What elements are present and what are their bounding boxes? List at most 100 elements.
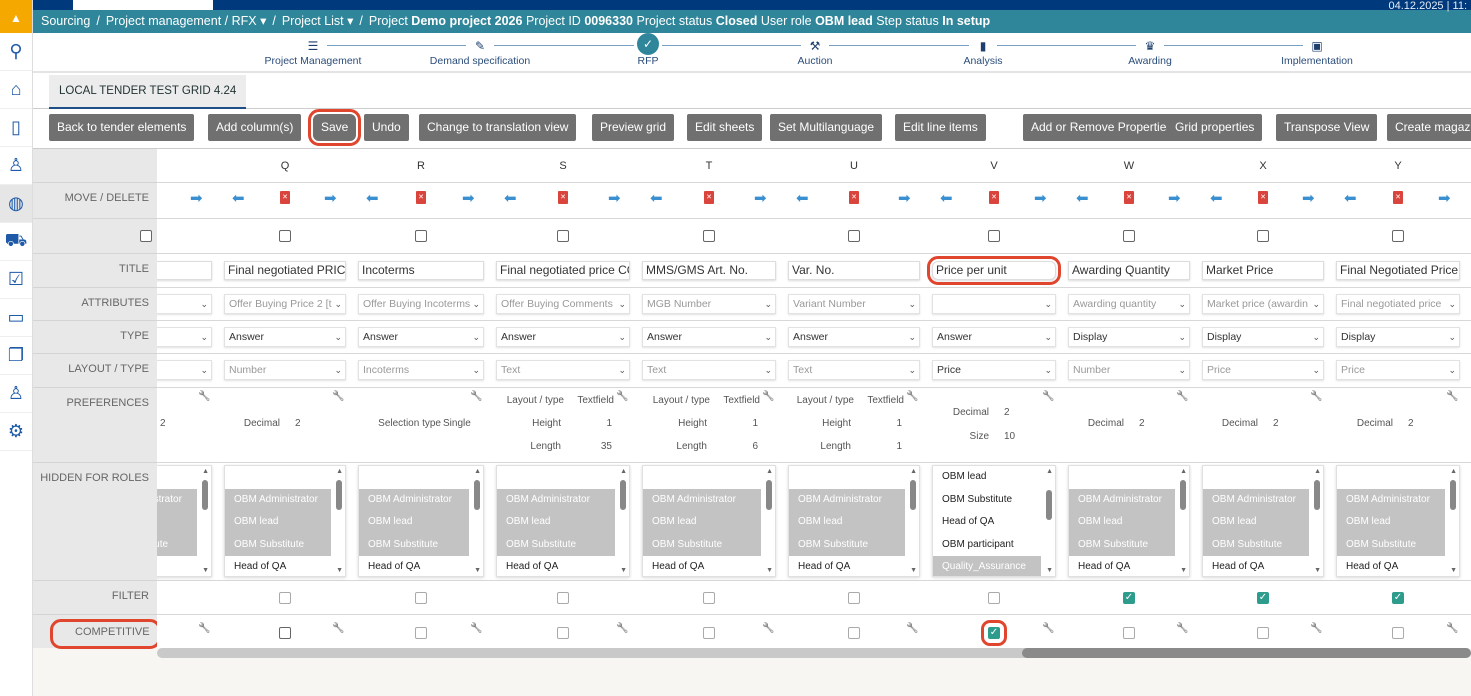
column-title-input[interactable]: Var. No. [788,261,920,280]
breadcrumb-item[interactable]: Project management / RFX [105,14,257,28]
move-right-icon[interactable]: ➡ [608,190,621,207]
role-option[interactable]: Head of QA [1212,561,1265,572]
filter-checkbox[interactable]: ✓ [1123,592,1135,604]
filter-checkbox[interactable]: ✓ [1392,592,1404,604]
scroll-down-icon[interactable]: ▼ [1450,567,1457,574]
listbox-scroll-thumb[interactable] [620,480,626,510]
listbox-scrollbar[interactable]: ▲ ▼ [333,466,345,576]
competitive-settings-wrench-icon[interactable]: 🔧 [332,623,345,634]
role-option[interactable]: OBM lead [643,511,761,534]
competitive-settings-wrench-icon[interactable]: 🔧 [1310,623,1323,634]
role-option[interactable]: OBM Administrator [497,488,615,511]
move-left-icon[interactable]: ⬅ [650,190,663,207]
delete-column-icon[interactable]: ✕ [1258,191,1268,204]
column-select-checkbox[interactable] [1123,230,1135,242]
scroll-up-icon[interactable]: ▲ [474,468,481,475]
scroll-up-icon[interactable]: ▲ [1314,468,1321,475]
wrench-icon[interactable]: 🔧 [332,391,345,402]
collapse-up-icon[interactable]: ▲ [0,0,32,33]
role-option[interactable]: OBM Administrator [157,488,197,511]
wrench-icon[interactable]: 🔧 [762,391,775,402]
listbox-scroll-thumb[interactable] [1046,490,1052,520]
set-multilanguage-button[interactable]: Set Multilanguage [770,114,883,141]
layout-type-select[interactable]: Number ⌄ [1068,360,1190,380]
listbox-scrollbar[interactable]: ▲ ▼ [1043,466,1055,576]
scroll-down-icon[interactable]: ▼ [1314,567,1321,574]
scrollbar-thumb[interactable] [1022,648,1471,658]
edit-sheets-button[interactable]: Edit sheets [687,114,763,141]
save-button[interactable]: Save [307,109,362,146]
filter-checkbox[interactable] [279,592,291,604]
type-select[interactable]: Answer ⌄ [224,327,346,347]
filter-checkbox[interactable]: ✓ [1257,592,1269,604]
add-or-remove-properties-button[interactable]: Add or Remove Properties [1023,114,1181,141]
role-option[interactable]: Head of QA [1346,561,1399,572]
attribute-select[interactable]: Offer Buying Comments ⌄ [496,294,630,314]
move-left-icon[interactable]: ⬅ [504,190,517,207]
role-option[interactable]: OBM lead [157,511,197,534]
wrench-icon[interactable]: 🔧 [616,391,629,402]
scroll-down-icon[interactable]: ▼ [202,567,209,574]
column-select-checkbox[interactable] [848,230,860,242]
type-select[interactable]: Answer ⌄ [788,327,920,347]
column-title-input[interactable]: Final negotiated price COMMENTS [496,261,630,280]
horizontal-scrollbar[interactable] [157,648,1471,658]
role-option[interactable] [1203,466,1309,489]
scroll-up-icon[interactable]: ▲ [336,468,343,475]
role-option[interactable]: OBM Substitute [497,533,615,556]
attribute-select[interactable]: Offer Buying Incoterms ⌄ [358,294,484,314]
column-select-checkbox[interactable] [279,230,291,242]
layout-type-select[interactable]: Text ⌄ [788,360,920,380]
filter-checkbox[interactable] [415,592,427,604]
role-option[interactable]: OBM lead [1069,511,1175,534]
scroll-up-icon[interactable]: ▲ [1180,468,1187,475]
listbox-scroll-thumb[interactable] [766,480,772,510]
role-option[interactable]: OBM Administrator [359,488,469,511]
column-select-checkbox[interactable] [703,230,715,242]
change-to-translation-view-button[interactable]: Change to translation view [419,114,577,141]
attribute-select[interactable]: Market price (awardin ⌄ [1202,294,1324,314]
role-option[interactable]: OBM Administrator [1203,488,1309,511]
role-option[interactable]: Head of QA [506,561,559,572]
attribute-select[interactable]: Awarding quantity ⌄ [1068,294,1190,314]
competitive-settings-wrench-icon[interactable]: 🔧 [1446,623,1459,634]
listbox-scrollbar[interactable]: ▲ ▼ [471,466,483,576]
role-option[interactable]: OBM Substitute [643,533,761,556]
move-right-icon[interactable]: ➡ [1438,190,1451,207]
listbox-scroll-thumb[interactable] [336,480,342,510]
layout-type-select[interactable]: Price ⌄ [1336,360,1460,380]
scroll-down-icon[interactable]: ▼ [910,567,917,574]
wrench-icon[interactable]: 🔧 [470,391,483,402]
role-option[interactable] [1337,466,1445,489]
listbox-scrollbar[interactable]: ▲ ▼ [1311,466,1323,576]
sidebar-home[interactable]: ⌂ [0,71,32,109]
wrench-icon[interactable]: 🔧 [1042,391,1055,402]
step-rfp[interactable]: ✓ RFP [568,33,728,67]
edit-line-items-button[interactable]: Edit line items [895,114,986,141]
role-option[interactable]: OBM lead [359,511,469,534]
hidden-roles-listbox[interactable]: OBM lead OBM Substitute Head of QA OBM part… [932,465,1056,577]
role-option[interactable]: Head of QA [942,516,995,527]
listbox-scroll-thumb[interactable] [1314,480,1320,510]
filter-checkbox[interactable] [988,592,1000,604]
role-option[interactable]: OBM Administrator [643,488,761,511]
move-right-icon[interactable]: ➡ [1034,190,1047,207]
attribute-select[interactable]: Offer Buying Price 2 [t ⌄ [224,294,346,314]
breadcrumb-item[interactable]: Sourcing [41,14,91,28]
layout-type-select[interactable]: Number ⌄ [224,360,346,380]
competitive-settings-wrench-icon[interactable]: 🔧 [616,623,629,634]
scroll-up-icon[interactable]: ▲ [202,468,209,475]
delete-column-icon[interactable]: ✕ [280,191,290,204]
step-awarding[interactable]: ♛ Awarding [1070,37,1230,67]
tab-grid[interactable]: LOCAL TENDER TEST GRID 4.24 [49,75,247,109]
undo-button[interactable]: Undo [364,114,409,141]
move-right-icon[interactable]: ➡ [462,190,475,207]
layout-type-select[interactable]: ⌄ [157,360,212,380]
listbox-scrollbar[interactable]: ▲ ▼ [907,466,919,576]
scroll-up-icon[interactable]: ▲ [910,468,917,475]
role-option[interactable]: OBM lead [1337,511,1445,534]
type-select[interactable]: Answer ⌄ [642,327,776,347]
create-magaz-button[interactable]: Create magaz [1387,114,1471,141]
hidden-roles-listbox[interactable]: OBM Administrator OBM lead OBM Substitute H… [1336,465,1460,577]
move-right-icon[interactable]: ➡ [1302,190,1315,207]
